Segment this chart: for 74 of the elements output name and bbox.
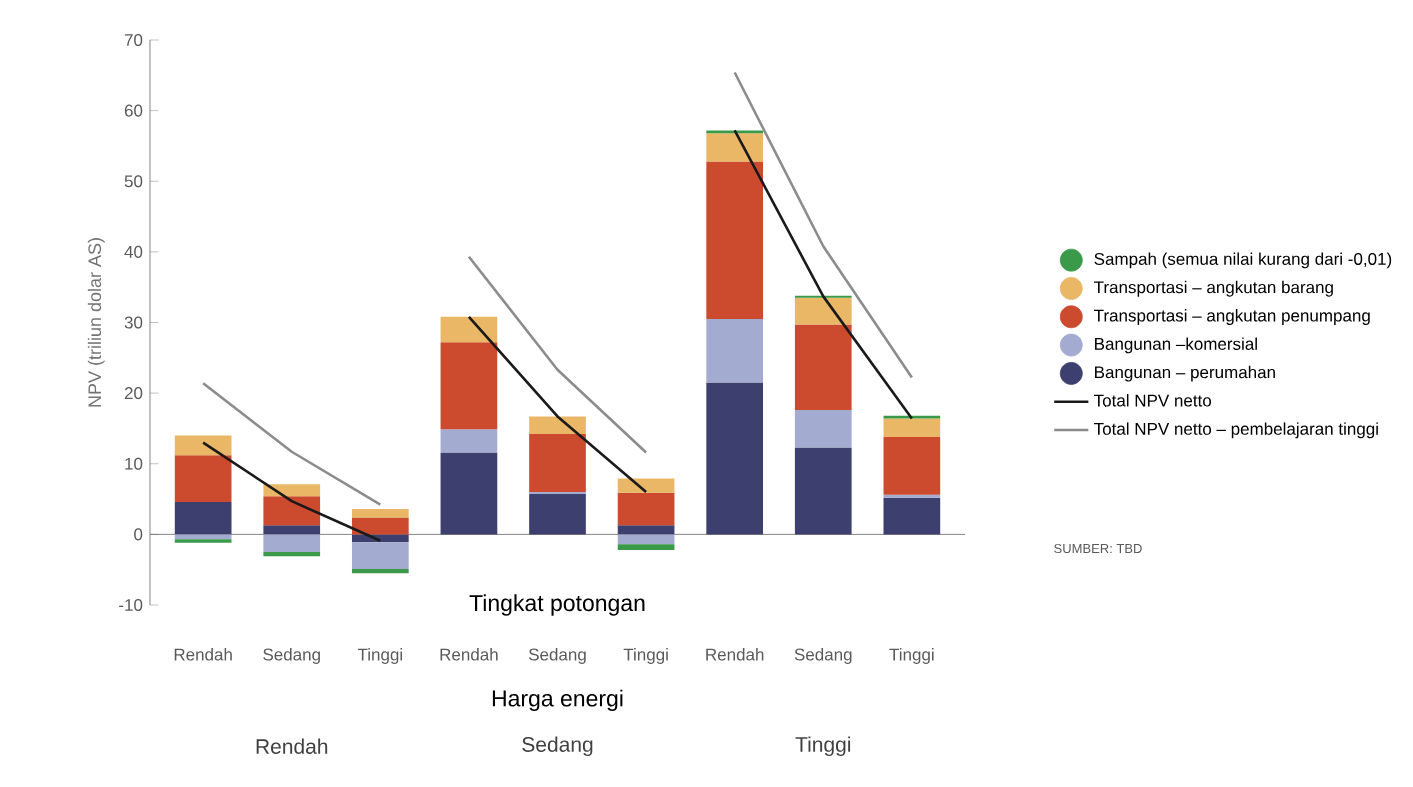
bar [529, 494, 586, 535]
x-tick-label: Rendah [440, 648, 498, 661]
text: Sedang [522, 736, 593, 757]
bar [794, 447, 852, 535]
legend-label: Transportasi – angkutan penumpang [1094, 309, 1370, 325]
y-tick-label: 20 [124, 387, 143, 400]
text: Rendah [256, 738, 328, 754]
bar [351, 508, 409, 518]
bar [706, 133, 764, 162]
bar [263, 496, 321, 526]
bar [617, 534, 675, 545]
bar [174, 455, 232, 502]
y-tick-label: 50 [124, 175, 143, 188]
x-tick-label: Tinggi [889, 648, 934, 664]
bar [351, 568, 409, 574]
y-axis-title: NPV (triliun dolar AS) [87, 238, 105, 407]
y-tick-label: 30 [124, 316, 143, 329]
bar [529, 416, 586, 435]
y-tick-label: 40 [124, 245, 143, 258]
y-tick-label: 0 [134, 528, 143, 541]
bar [883, 418, 941, 437]
bar [617, 492, 675, 526]
legend-label: Bangunan – perumahan [1095, 365, 1275, 382]
y-tick-label: 60 [124, 104, 143, 117]
x-tick-label: Tinggi [357, 648, 403, 664]
bar [351, 542, 409, 569]
bar [263, 552, 321, 557]
bar [263, 484, 321, 497]
annotation: Tingkat potongan [469, 594, 645, 616]
bar [883, 415, 941, 419]
x-tick-label: Sedang [794, 648, 852, 664]
bar [883, 497, 941, 535]
bar [440, 452, 498, 535]
bar [706, 318, 764, 383]
bar [794, 410, 852, 448]
legend-label: Total NPV netto – pembelajaran tinggi [1094, 422, 1378, 439]
bar [794, 324, 852, 411]
x-tick-label: Sedang [528, 648, 586, 664]
bar [883, 436, 941, 495]
x-tick-label: Sedang [263, 648, 320, 664]
bar [617, 478, 675, 493]
y-tick-label: -10 [119, 599, 143, 612]
y-tick-label: 70 [124, 34, 143, 47]
legend-label: Bangunan –komersial [1095, 337, 1257, 354]
bar [794, 297, 852, 325]
bar [617, 525, 675, 535]
bar [529, 434, 586, 492]
bar [440, 316, 498, 343]
bar [174, 539, 232, 543]
x-axis-title: Harga energi [492, 689, 623, 712]
bar [351, 534, 409, 543]
bar [174, 534, 232, 540]
bar [174, 435, 232, 456]
bar [529, 492, 586, 495]
y-tick-label: 10 [125, 457, 143, 470]
bar [706, 161, 764, 319]
x-tick-label: Tinggi [623, 648, 668, 664]
legend-label: Total NPV netto [1094, 394, 1212, 407]
bar [263, 534, 321, 553]
bar [706, 382, 764, 535]
legend-label: Transportasi – angkutan barang [1094, 280, 1333, 297]
legend-label: Sampah (semua nilai kurang dari -0,01) [1094, 252, 1392, 269]
x-tick-label: Rendah [706, 648, 764, 661]
bar [883, 494, 941, 498]
bar [440, 429, 498, 453]
bar [440, 342, 498, 430]
bar [263, 525, 321, 535]
text: SUMBER: TBD [1054, 543, 1142, 554]
bar [617, 544, 675, 550]
bar [351, 517, 409, 535]
bar [174, 501, 232, 535]
bar [706, 130, 764, 134]
x-tick-label: Rendah [174, 648, 232, 661]
text: Tinggi [795, 736, 851, 757]
